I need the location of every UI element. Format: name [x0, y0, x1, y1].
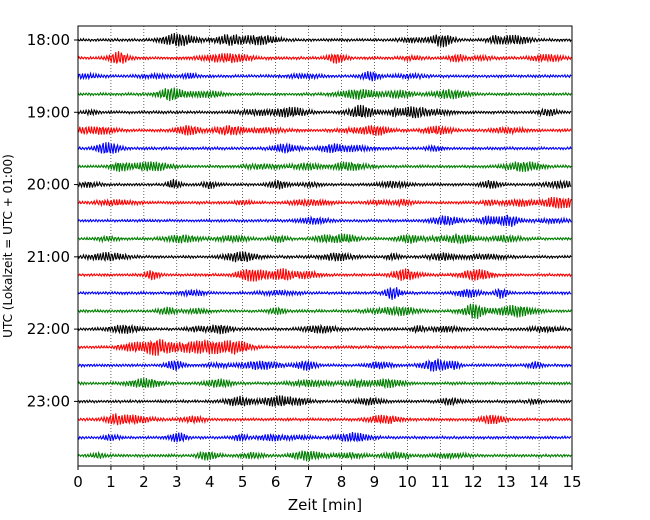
trace-line [77, 432, 572, 443]
grid-lines [110, 26, 540, 466]
x-tick-label: 1 [106, 473, 116, 491]
trace-line [77, 161, 572, 173]
trace-line [77, 395, 572, 407]
trace-line [77, 450, 572, 462]
trace-line [77, 233, 572, 245]
trace-line [77, 303, 572, 319]
trace-line [77, 323, 572, 335]
plot-frame [77, 25, 573, 467]
x-axis-ticks: 0 1 2 3 4 5 6 7 8 9 10 11 12 13 14 15 [73, 466, 582, 491]
x-tick-label: 2 [139, 473, 149, 491]
x-tick-label: 4 [205, 473, 215, 491]
x-tick-label: 13 [497, 473, 516, 491]
trace-line [77, 268, 572, 282]
x-tick-label: 9 [370, 473, 380, 491]
x-tick-label: 10 [398, 473, 417, 491]
trace-line [77, 33, 572, 48]
trace-line [77, 358, 572, 372]
x-tick-label: 5 [238, 473, 248, 491]
trace-line [77, 338, 572, 356]
x-tick-label: 11 [431, 473, 450, 491]
x-tick-label: 12 [464, 473, 483, 491]
trace-line [77, 178, 572, 191]
trace-line [77, 142, 572, 154]
trace-line [77, 287, 572, 300]
trace-line [77, 71, 572, 82]
trace-line [77, 214, 572, 227]
trace-line [77, 377, 572, 390]
x-tick-label: 0 [73, 473, 83, 491]
trace-line [77, 87, 572, 102]
y-tick-label: 23:00 [27, 392, 70, 410]
trace-line [77, 413, 572, 426]
trace-line [77, 104, 572, 119]
trace-line [77, 197, 572, 209]
trace-line [77, 51, 572, 64]
x-axis-label: Zeit [min] [288, 496, 362, 514]
y-tick-label: 18:00 [27, 31, 70, 49]
y-tick-label: 21:00 [27, 248, 70, 266]
x-tick-label: 7 [304, 473, 314, 491]
trace-line [77, 124, 572, 136]
y-tick-label: 20:00 [27, 176, 70, 194]
y-tick-label: 19:00 [27, 103, 70, 121]
x-tick-label: 14 [530, 473, 549, 491]
y-tick-label: 22:00 [27, 320, 70, 338]
x-tick-label: 8 [337, 473, 347, 491]
x-tick-label: 3 [172, 473, 182, 491]
trace-group [77, 33, 572, 462]
trace-line [77, 251, 572, 263]
x-tick-label: 6 [271, 473, 281, 491]
x-tick-label: 15 [562, 473, 581, 491]
y-axis-label: UTC (Lokalzeit = UTC + 01:00) [1, 154, 15, 338]
y-axis-ticks: 18:00 19:00 20:00 21:00 22:00 23:00 [27, 31, 78, 410]
